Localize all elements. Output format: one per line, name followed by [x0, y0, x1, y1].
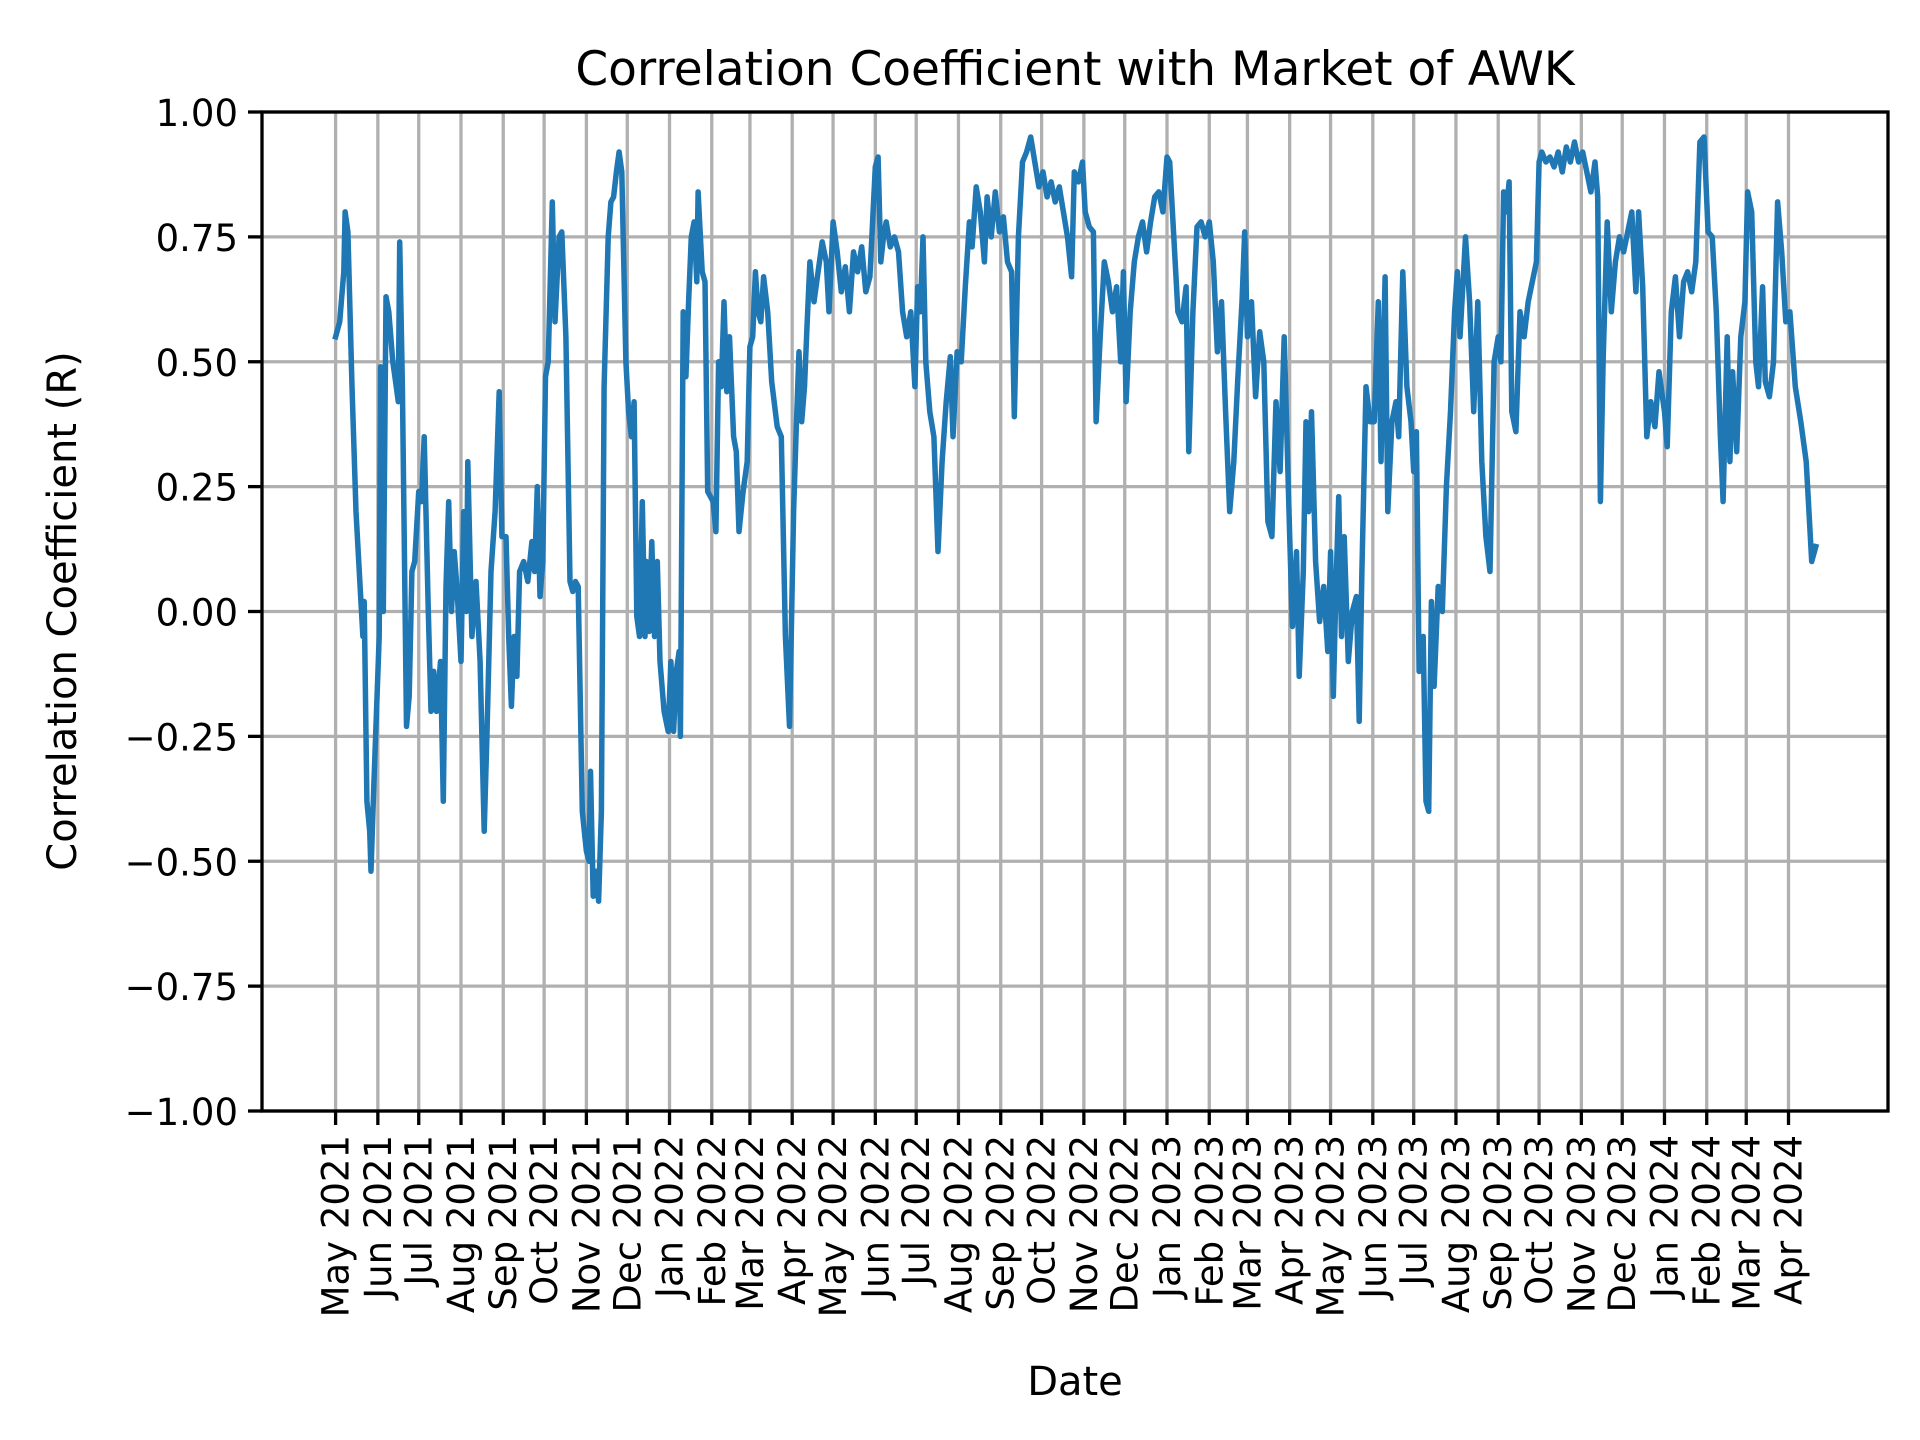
x-tick-label: May 2023 — [1310, 1135, 1353, 1317]
x-tick-label: Nov 2022 — [1063, 1135, 1106, 1313]
y-tick-label: −0.50 — [125, 841, 238, 884]
y-tick-label: 1.00 — [156, 92, 238, 135]
y-tick-label: 0.00 — [156, 592, 238, 635]
y-tick-label: 0.50 — [156, 342, 238, 385]
y-axis-label: Correlation Coefficient (R) — [40, 351, 86, 870]
x-tick-label: Oct 2021 — [523, 1135, 566, 1305]
x-tick-label: Dec 2023 — [1601, 1135, 1644, 1313]
y-tick-label: −0.75 — [125, 966, 238, 1009]
x-tick-label: Nov 2023 — [1560, 1135, 1603, 1313]
x-axis-label: Date — [1027, 1359, 1123, 1405]
y-tick-label: −1.00 — [125, 1091, 238, 1134]
x-tick-label: Apr 2024 — [1768, 1135, 1811, 1305]
x-tick-label: Jul 2023 — [1393, 1135, 1436, 1288]
x-tick-label: Oct 2023 — [1518, 1135, 1561, 1305]
x-tick-label: Mar 2022 — [729, 1135, 772, 1311]
x-tick-label: Jan 2023 — [1146, 1135, 1189, 1300]
x-tick-label: Jun 2022 — [854, 1135, 897, 1301]
y-tick-label: 0.25 — [156, 467, 238, 510]
x-tick-label: Jun 2023 — [1352, 1135, 1395, 1301]
x-tick-label: Jan 2022 — [649, 1135, 692, 1300]
x-tick-label: Sep 2022 — [980, 1135, 1023, 1311]
x-tick-label: Sep 2023 — [1477, 1135, 1520, 1311]
y-tick-label: −0.25 — [125, 716, 238, 759]
x-tick-label: Feb 2022 — [691, 1135, 734, 1306]
x-tick-label: Feb 2023 — [1188, 1135, 1231, 1306]
x-tick-label: Aug 2021 — [440, 1135, 483, 1313]
y-axis-ticks: −1.00 −0.75 −0.50 −0.25 0.00 0.25 0.50 0.75 1.00 — [125, 92, 262, 1134]
x-tick-label: Mar 2024 — [1725, 1135, 1768, 1311]
series-line — [332, 134, 1820, 904]
x-tick-label: Sep 2021 — [482, 1135, 525, 1311]
x-tick-label: Jul 2022 — [895, 1135, 938, 1288]
x-tick-label: Mar 2023 — [1226, 1135, 1269, 1311]
x-tick-label: Jul 2021 — [398, 1135, 441, 1288]
x-tick-label: Apr 2023 — [1269, 1135, 1312, 1305]
x-tick-label: Aug 2022 — [937, 1135, 980, 1313]
y-tick-label: 0.75 — [156, 217, 238, 260]
x-tick-label: Jan 2024 — [1643, 1135, 1686, 1300]
x-tick-label: May 2021 — [315, 1135, 358, 1317]
x-tick-label: Oct 2022 — [1021, 1135, 1064, 1305]
x-tick-label: Apr 2022 — [771, 1135, 814, 1305]
x-tick-label: Jun 2021 — [357, 1135, 400, 1301]
chart-title: Correlation Coefficient with Market of A… — [575, 42, 1575, 97]
x-tick-label: Dec 2021 — [606, 1135, 649, 1313]
x-tick-label: Nov 2021 — [565, 1135, 608, 1313]
x-tick-label: Feb 2024 — [1686, 1135, 1729, 1306]
x-tick-label: Aug 2023 — [1435, 1135, 1478, 1313]
x-tick-label: Dec 2022 — [1104, 1135, 1147, 1313]
series-group — [332, 134, 1820, 904]
x-tick-label: May 2022 — [812, 1135, 855, 1317]
